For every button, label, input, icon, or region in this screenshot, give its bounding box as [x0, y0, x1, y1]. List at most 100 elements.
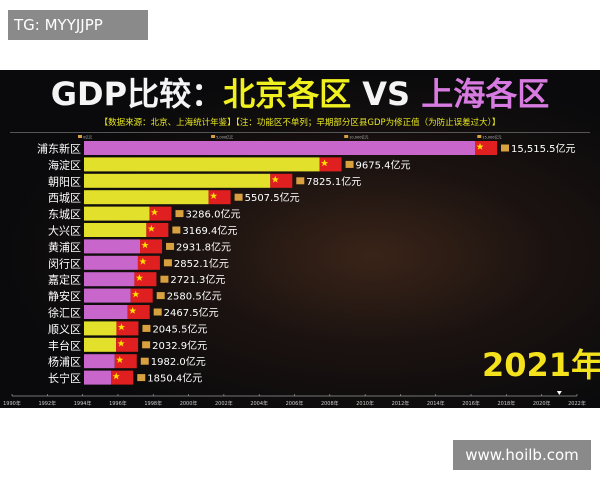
- category-label: 静安区: [48, 289, 81, 303]
- title-beijing: 北京各区: [223, 75, 352, 113]
- value-icon: [142, 341, 151, 349]
- value-icon: [153, 308, 162, 316]
- timeline-tick-label: 2016年: [462, 400, 480, 407]
- category-label: 黄浦区: [48, 240, 81, 254]
- value-label: 2045.5亿元: [152, 322, 207, 335]
- value-label: 2931.8亿元: [176, 240, 231, 253]
- bar: [84, 190, 209, 205]
- timeline-marker-icon: [556, 391, 562, 395]
- value-icon: [142, 324, 151, 332]
- flag-star-icon: [150, 208, 159, 216]
- value-label: 3169.4亿元: [182, 224, 237, 237]
- bar: [84, 206, 150, 221]
- value-icon: [501, 144, 509, 152]
- bar: [84, 321, 117, 336]
- timeline-tick-label: 2012年: [392, 400, 410, 407]
- timeline-tick-label: 1992年: [38, 400, 56, 407]
- value-tick-icon: [344, 135, 349, 138]
- value-label: 2852.1亿元: [174, 257, 229, 270]
- bar: [84, 157, 320, 172]
- timeline-tick-label: 1998年: [144, 400, 162, 407]
- timeline-tick-label: 2008年: [321, 400, 339, 407]
- category-label: 嘉定区: [48, 273, 81, 287]
- bar: [84, 370, 112, 385]
- value-label: 5507.5亿元: [245, 191, 300, 204]
- value-label: 2467.5亿元: [164, 306, 219, 319]
- chart-stage: GDP比较：北京各区 VS 上海各区 【数据来源：北京、上海统计年鉴】【注：功能…: [0, 70, 600, 408]
- bar: [84, 354, 115, 369]
- watermark: TG: MYYJJPP: [8, 10, 148, 40]
- category-label: 海淀区: [48, 158, 81, 172]
- value-icon: [166, 242, 175, 250]
- value-label: 1982.0亿元: [151, 355, 206, 368]
- timeline-tick-label: 2018年: [498, 400, 516, 407]
- category-label: 朝阳区: [48, 175, 81, 188]
- value-icon: [172, 226, 181, 234]
- flag-star-icon: [141, 241, 149, 249]
- category-label: 长宁区: [48, 371, 81, 385]
- flag-star-icon: [117, 339, 125, 347]
- year-label: 2021年: [482, 346, 600, 384]
- value-tick-label: 10,000亿元: [349, 135, 369, 140]
- flag-star-icon: [139, 257, 147, 265]
- value-tick-label: 15,000亿元: [482, 135, 502, 140]
- flag-star-icon: [320, 159, 329, 167]
- bar: [84, 255, 138, 270]
- value-icon: [156, 292, 165, 300]
- value-icon: [345, 160, 354, 168]
- flag-star-icon: [117, 323, 126, 331]
- value-icon: [296, 177, 305, 185]
- value-icon: [234, 193, 243, 201]
- flag-star-icon: [129, 307, 137, 314]
- title-vs: VS: [351, 75, 422, 113]
- chart-title: GDP比较：北京各区 VS 上海各区: [0, 75, 600, 113]
- value-tick-icon: [78, 135, 82, 138]
- timeline-tick-label: 2004年: [250, 400, 268, 407]
- flag-star-icon: [135, 274, 144, 281]
- category-label: 杨浦区: [48, 355, 81, 369]
- value-label: 2721.3亿元: [170, 273, 225, 286]
- value-tick-label: 0亿元: [83, 135, 93, 140]
- timeline-tick-label: 1996年: [109, 400, 127, 407]
- category-label: 西城区: [48, 192, 81, 205]
- flag-star-icon: [132, 290, 140, 298]
- category-label: 闵行区: [48, 256, 81, 270]
- value-label: 7825.1亿元: [306, 175, 361, 188]
- value-icon: [137, 374, 146, 382]
- timeline-tick-label: 2006年: [286, 400, 304, 407]
- timeline-tick-label: 1994年: [74, 400, 92, 407]
- flag-star-icon: [116, 356, 124, 364]
- timeline-tick-label: 2000年: [180, 400, 198, 407]
- value-tick-icon: [211, 135, 216, 138]
- category-label: 丰台区: [48, 338, 81, 352]
- timeline-tick-label: 2020年: [533, 400, 551, 407]
- timeline-tick-label: 2022年: [568, 400, 586, 407]
- bar: [84, 305, 128, 319]
- timeline-tick-label: 2014年: [427, 400, 445, 407]
- bar: [84, 337, 117, 352]
- site-watermark: www.hoilb.com: [453, 440, 591, 470]
- category-label: 顺义区: [48, 323, 81, 336]
- title-prefix: GDP比较：: [50, 75, 224, 113]
- divider: [10, 132, 590, 133]
- flag-star-icon: [271, 175, 279, 183]
- value-label: 3286.0亿元: [185, 208, 240, 221]
- category-label: 浦东新区: [37, 142, 81, 156]
- category-label: 徐汇区: [48, 306, 81, 320]
- value-icon: [160, 275, 169, 283]
- bar: [84, 141, 475, 155]
- value-label: 1850.4亿元: [147, 372, 202, 385]
- value-label: 9675.4亿元: [356, 158, 411, 171]
- value-label: 15,515.5亿元: [511, 142, 576, 155]
- value-tick-icon: [477, 135, 482, 138]
- bar: [84, 173, 271, 188]
- value-label: 2032.9亿元: [152, 339, 207, 352]
- timeline-tick-label: 2010年: [356, 400, 374, 407]
- flag-star-icon: [112, 372, 120, 380]
- value-tick-label: 5,000亿元: [216, 135, 234, 140]
- timeline-tick-label: 1990年: [3, 400, 21, 407]
- flag-star-icon: [147, 225, 155, 232]
- flag-star-icon: [476, 143, 484, 150]
- bar: [84, 239, 141, 254]
